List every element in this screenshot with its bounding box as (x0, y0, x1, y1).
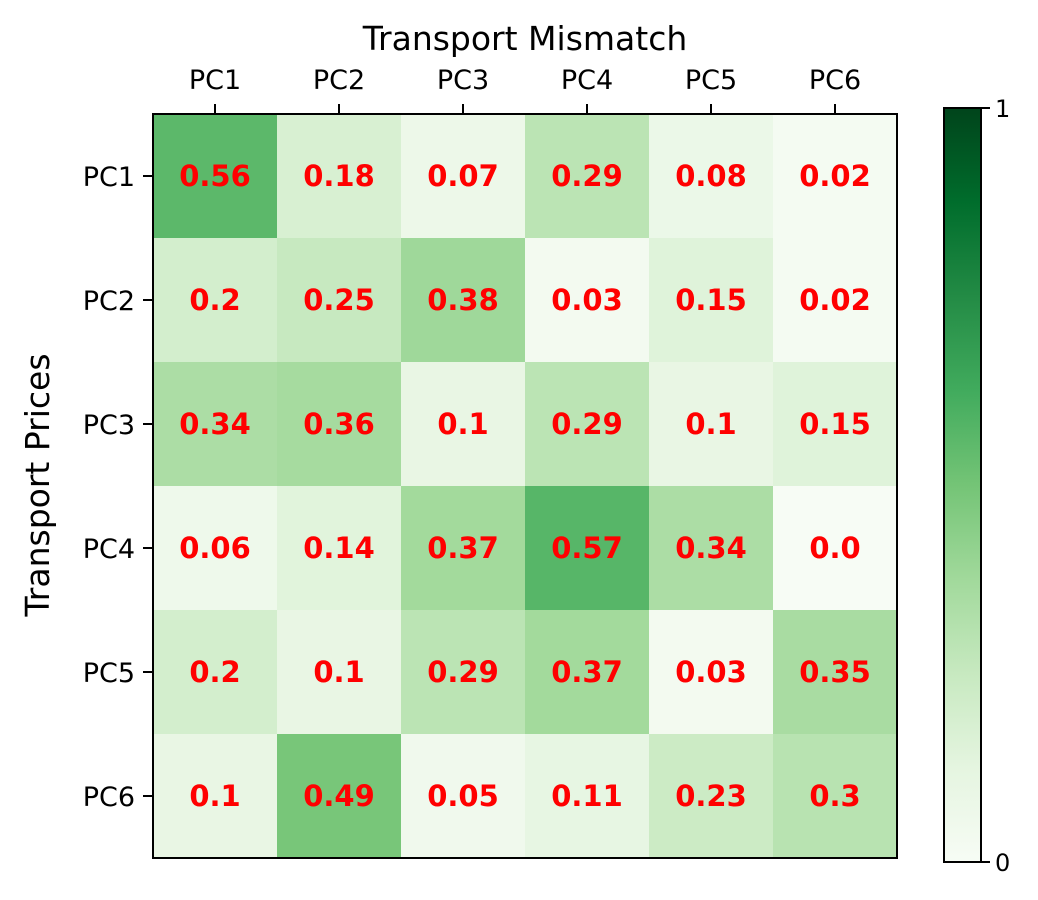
heatmap-cell (401, 114, 526, 239)
heatmap-cell (401, 734, 526, 859)
cell-value-label: 0.0 (809, 531, 860, 565)
cell-value-label: 0.29 (551, 159, 623, 193)
cell-value-label: 0.11 (551, 779, 623, 813)
heatmap-cell (277, 610, 402, 735)
cell-value-label: 0.15 (675, 283, 747, 317)
y-axis-title: Transport Prices (18, 353, 57, 617)
colorbar-gradient (943, 107, 982, 863)
heatmap-cell (153, 238, 278, 363)
cell-value-label: 0.18 (303, 159, 375, 193)
cell-value-label: 0.06 (179, 531, 251, 565)
heatmap-cell (649, 362, 774, 487)
y-tick-label: PC5 (83, 658, 135, 689)
heatmap-cell (153, 114, 278, 239)
heatmap-cell (153, 734, 278, 859)
heatmap-cell (525, 486, 650, 611)
x-tick-label: PC5 (685, 65, 737, 96)
cell-value-label: 0.02 (799, 159, 871, 193)
heatmap-cell (649, 114, 774, 239)
heatmap-cell (277, 114, 402, 239)
cell-value-label: 0.25 (303, 283, 375, 317)
x-tick-label: PC2 (313, 65, 365, 96)
chart-title: Transport Mismatch (362, 19, 688, 58)
cell-value-label: 0.2 (189, 655, 240, 689)
cell-value-label: 0.23 (675, 779, 747, 813)
heatmap-cell (525, 238, 650, 363)
heatmap-cell (649, 734, 774, 859)
heatmap-cell (153, 610, 278, 735)
x-tick-label: PC6 (809, 65, 861, 96)
heatmap-cell (277, 734, 402, 859)
heatmap-cell (153, 486, 278, 611)
cell-value-label: 0.29 (551, 407, 623, 441)
heatmap-cell (401, 486, 526, 611)
cell-value-label: 0.35 (799, 655, 871, 689)
heatmap-cell (773, 734, 898, 859)
x-tick-label: PC3 (437, 65, 489, 96)
cell-value-label: 0.49 (303, 779, 375, 813)
y-tick-label: PC1 (83, 162, 135, 193)
y-axis-ticks: PC1 PC2 PC3 PC4 PC5 PC6 (83, 162, 153, 813)
cell-value-label: 0.1 (437, 407, 488, 441)
heatmap-cell (401, 238, 526, 363)
cell-value-label: 0.34 (179, 407, 251, 441)
cell-value-label: 0.29 (427, 655, 499, 689)
plot-frame (152, 113, 898, 859)
cell-value-label: 0.14 (303, 531, 375, 565)
y-tick-label: PC4 (83, 534, 135, 565)
heatmap-cell (277, 238, 402, 363)
heatmap-cell (649, 486, 774, 611)
x-tick-label: PC4 (561, 65, 613, 96)
cell-value-label: 0.36 (303, 407, 375, 441)
cell-value-label: 0.03 (675, 655, 747, 689)
heatmap-cell (401, 362, 526, 487)
cell-value-label: 0.1 (189, 779, 240, 813)
cell-value-label: 0.38 (427, 283, 499, 317)
cell-value-label: 0.56 (179, 159, 251, 193)
colorbar: 01 (943, 95, 1010, 877)
heatmap-cell (277, 362, 402, 487)
cell-value-label: 0.34 (675, 531, 747, 565)
y-tick-label: PC3 (83, 410, 135, 441)
colorbar-tick-label: 1 (995, 95, 1010, 123)
y-tick-label: PC2 (83, 286, 135, 317)
heatmap-cell (773, 238, 898, 363)
x-axis-ticks: PC1 PC2 PC3 PC4 PC5 PC6 (189, 65, 861, 114)
cell-value-label: 0.37 (427, 531, 499, 565)
cell-value-label: 0.57 (551, 531, 623, 565)
heatmap-cell (773, 486, 898, 611)
cell-value-label: 0.05 (427, 779, 499, 813)
heatmap-cell (525, 610, 650, 735)
cell-value-label: 0.2 (189, 283, 240, 317)
heatmap-value-labels: 0.56 0.18 0.07 0.29 0.08 0.02 0.2 0.25 0.38 0.03 0… (179, 159, 871, 813)
heatmap-cell (773, 114, 898, 239)
x-tick-label: PC1 (189, 65, 241, 96)
cell-value-label: 0.1 (313, 655, 364, 689)
heatmap-cell (401, 610, 526, 735)
heatmap-cell (277, 486, 402, 611)
cell-value-label: 0.3 (809, 779, 860, 813)
cell-value-label: 0.1 (685, 407, 736, 441)
heatmap-cell (649, 610, 774, 735)
heatmap-cells (153, 114, 898, 859)
cell-value-label: 0.08 (675, 159, 747, 193)
heatmap-cell (773, 362, 898, 487)
cell-value-label: 0.03 (551, 283, 623, 317)
heatmap-cell (525, 362, 650, 487)
cell-value-label: 0.07 (427, 159, 499, 193)
heatmap-cell (525, 114, 650, 239)
cell-value-label: 0.37 (551, 655, 623, 689)
cell-value-label: 0.15 (799, 407, 871, 441)
heatmap-cell (153, 362, 278, 487)
y-tick-label: PC6 (83, 782, 135, 813)
colorbar-tick-label: 0 (995, 849, 1010, 877)
heatmap-cell (649, 238, 774, 363)
heatmap-cell (773, 610, 898, 735)
cell-value-label: 0.02 (799, 283, 871, 317)
heatmap-cell (525, 734, 650, 859)
